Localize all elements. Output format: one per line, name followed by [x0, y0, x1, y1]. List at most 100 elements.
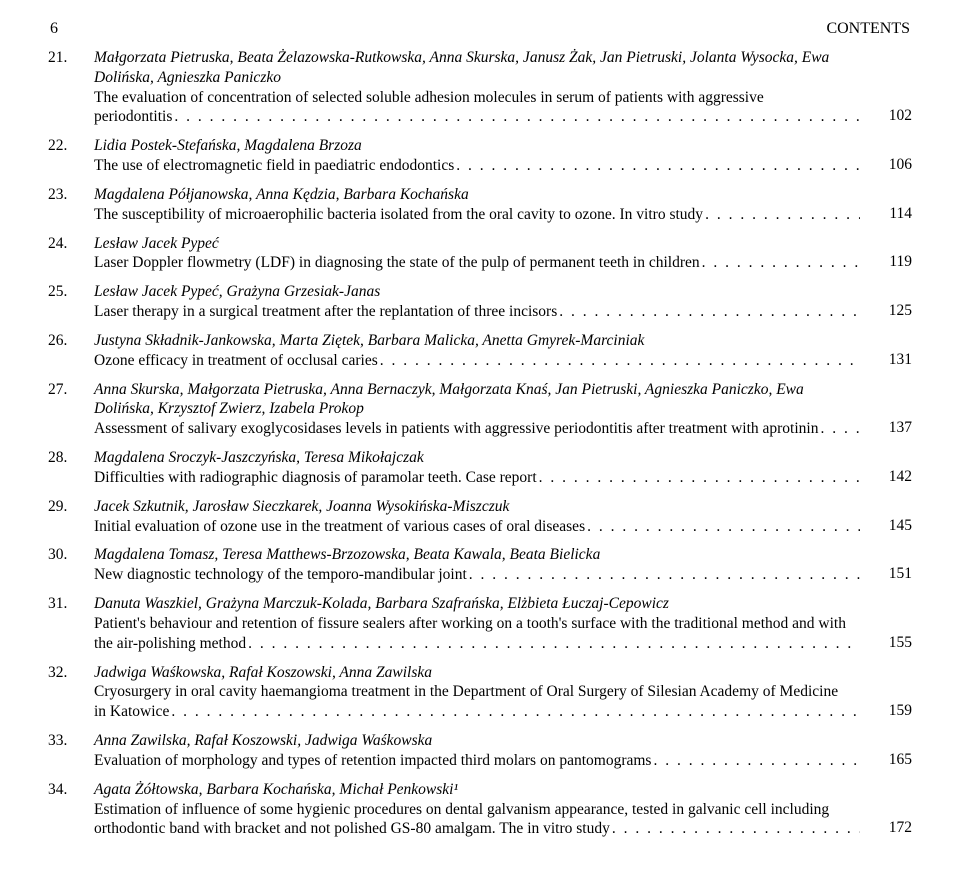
- entry-title-lastline: periodontitis: [94, 107, 860, 127]
- entry-title-tail: New diagnostic technology of the temporo…: [94, 565, 467, 585]
- entry-authors: Jadwiga Waśkowska, Rafał Koszowski, Anna…: [94, 663, 860, 683]
- toc-entry: 30.Magdalena Tomasz, Teresa Matthews-Brz…: [48, 545, 912, 585]
- leader-dots: [585, 517, 860, 537]
- entry-page: 145: [860, 516, 912, 537]
- toc-entry: 22.Lidia Postek-Stefańska, Magdalena Brz…: [48, 136, 912, 176]
- entry-number: 24.: [48, 234, 94, 254]
- entry-page: 125: [860, 301, 912, 322]
- entry-number: 32.: [48, 663, 94, 683]
- leader-dots: [246, 634, 860, 654]
- entry-authors: Magdalena Sroczyk-Jaszczyńska, Teresa Mi…: [94, 448, 860, 468]
- entry-title-lastline: Laser Doppler flowmetry (LDF) in diagnos…: [94, 253, 860, 273]
- toc-entry: 31.Danuta Waszkiel, Grażyna Marczuk-Kola…: [48, 594, 912, 653]
- contents-page: 6 CONTENTS 21.Małgorzata Pietruska, Beat…: [0, 0, 960, 872]
- leader-dots: [818, 419, 860, 439]
- entry-number: 31.: [48, 594, 94, 614]
- entry-authors: Anna Skurska, Małgorzata Pietruska, Anna…: [94, 380, 860, 420]
- entry-authors: Magdalena Półjanowska, Anna Kędzia, Barb…: [94, 185, 860, 205]
- entry-title-line: Estimation of influence of some hygienic…: [94, 800, 860, 820]
- entry-body: Magdalena Tomasz, Teresa Matthews-Brzozo…: [94, 545, 860, 585]
- entry-title-tail: Initial evaluation of ozone use in the t…: [94, 517, 585, 537]
- entry-title-lastline: New diagnostic technology of the temporo…: [94, 565, 860, 585]
- entry-number: 26.: [48, 331, 94, 351]
- entry-title-line: Patient's behaviour and retention of fis…: [94, 614, 860, 634]
- leader-dots: [537, 468, 860, 488]
- toc-entry: 27.Anna Skurska, Małgorzata Pietruska, A…: [48, 380, 912, 439]
- toc-entry: 32.Jadwiga Waśkowska, Rafał Koszowski, A…: [48, 663, 912, 722]
- entry-authors: Lidia Postek-Stefańska, Magdalena Brzoza: [94, 136, 860, 156]
- entry-page: 159: [860, 701, 912, 722]
- entry-title-tail: Ozone efficacy in treatment of occlusal …: [94, 351, 378, 371]
- entry-page: 165: [860, 750, 912, 771]
- entry-page: 155: [860, 633, 912, 654]
- entry-title-tail: Assessment of salivary exoglycosidases l…: [94, 419, 818, 439]
- entry-body: Agata Żółtowska, Barbara Kochańska, Mich…: [94, 780, 860, 839]
- entry-page: 151: [860, 564, 912, 585]
- entry-authors: Agata Żółtowska, Barbara Kochańska, Mich…: [94, 780, 860, 800]
- entry-page: 137: [860, 418, 912, 439]
- leader-dots: [378, 351, 860, 371]
- leader-dots: [700, 253, 860, 273]
- entry-authors: Justyna Składnik-Jankowska, Marta Ziętek…: [94, 331, 860, 351]
- leader-dots: [651, 751, 860, 771]
- entry-number: 22.: [48, 136, 94, 156]
- entry-body: Lesław Jacek Pypeć, Grażyna Grzesiak-Jan…: [94, 282, 860, 322]
- toc-entry: 21.Małgorzata Pietruska, Beata Żelazowsk…: [48, 48, 912, 127]
- entry-number: 28.: [48, 448, 94, 468]
- entry-title-tail: in Katowice: [94, 702, 169, 722]
- leader-dots: [172, 107, 860, 127]
- entry-title-tail: Laser therapy in a surgical treatment af…: [94, 302, 557, 322]
- entry-authors: Anna Zawilska, Rafał Koszowski, Jadwiga …: [94, 731, 860, 751]
- leader-dots: [467, 565, 860, 585]
- entry-page: 119: [860, 252, 912, 273]
- entry-page: 131: [860, 350, 912, 371]
- entry-number: 34.: [48, 780, 94, 800]
- leader-dots: [610, 819, 860, 839]
- entry-number: 23.: [48, 185, 94, 205]
- entry-body: Danuta Waszkiel, Grażyna Marczuk-Kolada,…: [94, 594, 860, 653]
- entry-body: Jadwiga Waśkowska, Rafał Koszowski, Anna…: [94, 663, 860, 722]
- running-head: 6 CONTENTS: [48, 20, 912, 38]
- toc-entries: 21.Małgorzata Pietruska, Beata Żelazowsk…: [48, 48, 912, 839]
- entry-body: Anna Zawilska, Rafał Koszowski, Jadwiga …: [94, 731, 860, 771]
- entry-page: 172: [860, 818, 912, 839]
- entry-body: Magdalena Sroczyk-Jaszczyńska, Teresa Mi…: [94, 448, 860, 488]
- entry-body: Małgorzata Pietruska, Beata Żelazowska-R…: [94, 48, 860, 127]
- entry-number: 33.: [48, 731, 94, 751]
- entry-number: 27.: [48, 380, 94, 400]
- entry-title-tail: The susceptibility of microaerophilic ba…: [94, 205, 703, 225]
- toc-entry: 24.Lesław Jacek PypećLaser Doppler flowm…: [48, 234, 912, 274]
- toc-entry: 25.Lesław Jacek Pypeć, Grażyna Grzesiak-…: [48, 282, 912, 322]
- leader-dots: [454, 156, 860, 176]
- entry-authors: Jacek Szkutnik, Jarosław Sieczkarek, Joa…: [94, 497, 860, 517]
- entry-title-tail: periodontitis: [94, 107, 172, 127]
- entry-title-tail: Laser Doppler flowmetry (LDF) in diagnos…: [94, 253, 700, 273]
- toc-entry: 23.Magdalena Półjanowska, Anna Kędzia, B…: [48, 185, 912, 225]
- leader-dots: [557, 302, 860, 322]
- entry-title-lastline: the air-polishing method: [94, 634, 860, 654]
- entry-title-tail: The use of electromagnetic field in paed…: [94, 156, 454, 176]
- entry-page: 102: [860, 106, 912, 127]
- entry-authors: Lesław Jacek Pypeć, Grażyna Grzesiak-Jan…: [94, 282, 860, 302]
- entry-number: 21.: [48, 48, 94, 68]
- entry-number: 25.: [48, 282, 94, 302]
- entry-title-tail: orthodontic band with bracket and not po…: [94, 819, 610, 839]
- entry-title-line: The evaluation of concentration of selec…: [94, 88, 860, 108]
- entry-authors: Magdalena Tomasz, Teresa Matthews-Brzozo…: [94, 545, 860, 565]
- running-title: CONTENTS: [826, 20, 910, 38]
- entry-title-line: Cryosurgery in oral cavity haemangioma t…: [94, 682, 860, 702]
- entry-number: 29.: [48, 497, 94, 517]
- toc-entry: 26.Justyna Składnik-Jankowska, Marta Zię…: [48, 331, 912, 371]
- entry-title-lastline: Ozone efficacy in treatment of occlusal …: [94, 351, 860, 371]
- entry-title-lastline: Laser therapy in a surgical treatment af…: [94, 302, 860, 322]
- entry-number: 30.: [48, 545, 94, 565]
- entry-body: Lesław Jacek PypećLaser Doppler flowmetr…: [94, 234, 860, 274]
- entry-title-lastline: Assessment of salivary exoglycosidases l…: [94, 419, 860, 439]
- entry-title-lastline: The susceptibility of microaerophilic ba…: [94, 205, 860, 225]
- entry-title-tail: the air-polishing method: [94, 634, 246, 654]
- entry-title-tail: Evaluation of morphology and types of re…: [94, 751, 651, 771]
- entry-title-lastline: orthodontic band with bracket and not po…: [94, 819, 860, 839]
- toc-entry: 34.Agata Żółtowska, Barbara Kochańska, M…: [48, 780, 912, 839]
- entry-title-lastline: in Katowice: [94, 702, 860, 722]
- entry-body: Magdalena Półjanowska, Anna Kędzia, Barb…: [94, 185, 860, 225]
